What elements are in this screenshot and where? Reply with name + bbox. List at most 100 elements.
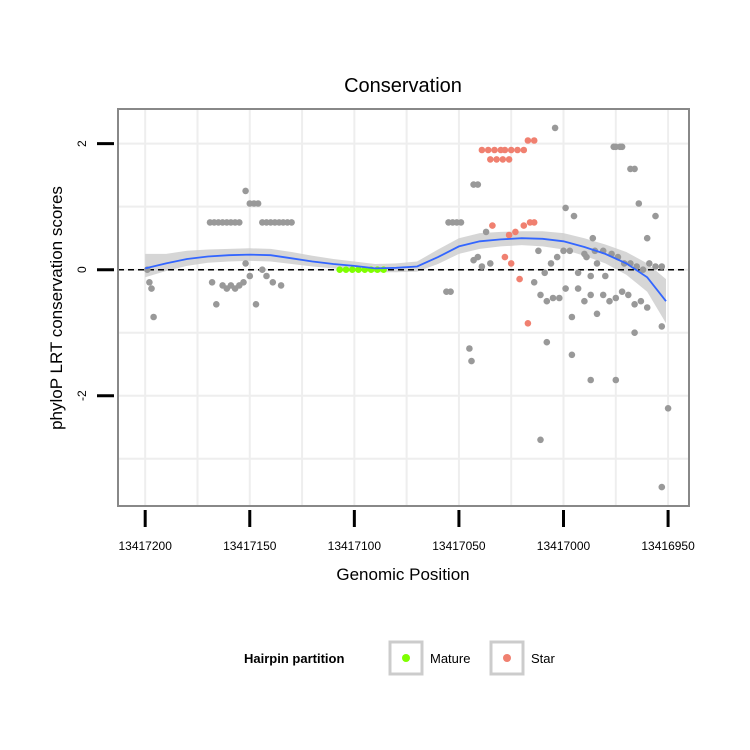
plot-panel <box>118 109 689 506</box>
point-other <box>468 357 475 365</box>
point-other <box>242 187 249 195</box>
point-star <box>507 260 515 267</box>
point-other <box>208 279 216 286</box>
point-other <box>482 228 490 236</box>
point-other <box>478 263 486 270</box>
point-star <box>491 146 498 154</box>
confidence-ribbon <box>145 231 666 324</box>
point-other <box>631 165 638 173</box>
point-star <box>530 219 538 226</box>
point-other <box>213 301 220 308</box>
point-mature <box>336 266 344 274</box>
point-star <box>501 146 509 154</box>
point-other <box>530 279 538 286</box>
point-other <box>616 143 624 151</box>
point-star <box>512 228 519 236</box>
point-other <box>643 234 651 242</box>
x-tick-label: 13417200 <box>118 539 172 553</box>
point-other <box>646 260 653 267</box>
point-other <box>602 272 609 280</box>
point-other <box>568 351 576 359</box>
panel-background <box>118 109 689 506</box>
legend: Hairpin partition Mature Star <box>244 640 556 676</box>
point-other <box>587 291 594 299</box>
chart-title: Conservation <box>344 75 462 97</box>
point-star <box>516 275 523 283</box>
point-other <box>593 260 601 267</box>
point-mature <box>355 266 362 274</box>
point-other <box>581 297 588 305</box>
y-tick-label: 0 <box>75 266 89 273</box>
point-star <box>499 156 507 163</box>
point-star <box>530 137 538 144</box>
point-other <box>466 345 473 352</box>
confidence-ribbon-layer <box>145 231 666 324</box>
legend-dot-star <box>503 654 511 662</box>
point-star <box>484 146 492 154</box>
point-star <box>524 320 532 327</box>
point-other <box>246 272 254 280</box>
point-other <box>541 269 548 277</box>
point-other <box>652 263 659 270</box>
point-other <box>570 212 578 220</box>
point-other <box>618 288 626 296</box>
point-star <box>514 146 521 154</box>
point-other <box>236 219 243 226</box>
x-tick-label: 13417050 <box>432 539 486 553</box>
legend-key-star <box>489 640 525 676</box>
y-axis: 2 0 -2 <box>75 140 114 401</box>
point-other <box>543 297 551 305</box>
point-star <box>505 231 513 239</box>
point-other <box>631 301 638 308</box>
point-star <box>493 156 500 163</box>
point-other <box>639 266 647 274</box>
point-other <box>637 297 645 305</box>
point-other <box>487 260 494 267</box>
point-star <box>489 222 496 229</box>
point-other <box>259 266 266 274</box>
point-other <box>252 301 260 308</box>
point-other <box>543 338 551 346</box>
legend-dot-mature <box>402 654 410 662</box>
point-other <box>658 323 666 330</box>
point-other <box>254 200 262 207</box>
point-other <box>277 282 285 289</box>
legend-label-mature: Mature <box>430 651 470 666</box>
x-axis: 13417200 13417150 13417100 13417050 13417000… <box>118 510 695 553</box>
point-other <box>474 181 482 188</box>
smooth-line-layer <box>144 237 667 302</box>
point-star <box>487 156 494 163</box>
x-tick-label: 13417150 <box>223 539 277 553</box>
point-other <box>566 247 574 255</box>
point-other <box>606 297 613 305</box>
point-other <box>631 329 638 337</box>
point-other <box>146 279 153 286</box>
point-other <box>574 285 582 292</box>
legend-label-star: Star <box>531 651 556 666</box>
point-other <box>589 234 597 242</box>
point-other <box>537 436 544 444</box>
point-other <box>553 253 561 261</box>
point-other <box>593 310 601 318</box>
x-tick-label: 13417000 <box>537 539 591 553</box>
point-other <box>288 219 295 226</box>
point-other <box>599 291 607 299</box>
point-other <box>635 200 643 207</box>
point-star <box>520 146 528 154</box>
point-other <box>549 294 557 302</box>
point-other <box>447 288 454 296</box>
point-other <box>562 285 569 292</box>
point-other <box>535 247 542 255</box>
point-other <box>474 253 482 261</box>
point-other <box>658 263 666 270</box>
point-other <box>263 272 270 280</box>
point-other <box>610 143 617 151</box>
point-mature <box>349 266 356 274</box>
point-other <box>587 376 594 384</box>
point-mature <box>342 266 350 274</box>
point-star <box>505 156 513 163</box>
point-other <box>457 219 465 226</box>
y-axis-title: phyloP LRT conservation scores <box>47 186 66 430</box>
point-other <box>612 376 620 384</box>
